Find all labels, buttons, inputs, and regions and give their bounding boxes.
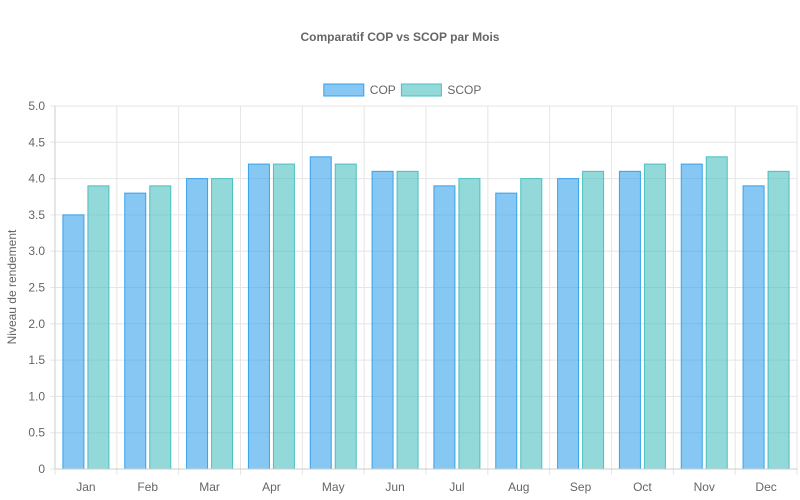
y-tick-label: 2.0 <box>28 317 45 331</box>
bar-scop-nov <box>705 156 728 470</box>
x-tick-label: Apr <box>262 480 281 494</box>
x-tick-label: Sep <box>570 480 592 494</box>
bar-cop-may <box>309 156 332 470</box>
y-tick-label: 1.5 <box>28 353 45 367</box>
y-tick-label: 4.0 <box>28 172 45 186</box>
x-tick-label: Jan <box>76 480 95 494</box>
x-tick-label: Feb <box>137 480 158 494</box>
y-tick-label: 3.0 <box>28 244 45 258</box>
bar-cop-nov <box>680 163 703 470</box>
bar-scop-oct <box>643 163 666 470</box>
axes: 0 0.5 1.0 1.5 2.0 2.5 3.0 3.5 4.0 4.5 5.0 Jan Feb Mar… <box>28 99 797 494</box>
y-tick-label: 4.5 <box>28 135 45 149</box>
legend: COP SCOP <box>323 83 481 97</box>
bar-scop-apr <box>272 163 295 470</box>
y-tick-label: 1.0 <box>28 389 45 403</box>
bar-scop-may <box>334 163 357 470</box>
x-tick-label: Mar <box>199 480 220 494</box>
bar-scop-feb <box>149 185 172 470</box>
bar-cop-oct <box>618 170 641 470</box>
x-tick-label: Jun <box>385 480 404 494</box>
bar-scop-aug <box>520 178 543 470</box>
x-tick-label: Aug <box>508 480 529 494</box>
bar-cop-jul <box>433 185 456 470</box>
legend-label-cop: COP <box>370 83 396 97</box>
bar-scop-jul <box>458 178 481 470</box>
y-tick-label: 5.0 <box>28 99 45 113</box>
y-tick-label: 0 <box>38 462 45 476</box>
bar-cop-aug <box>495 192 518 470</box>
bar-scop-jun <box>396 170 419 470</box>
x-tick-label: Nov <box>694 480 715 494</box>
bar-scop-sep <box>582 170 605 470</box>
bar-cop-apr <box>247 163 270 470</box>
y-axis-title: Niveau de rendement <box>5 229 19 344</box>
bars <box>62 156 790 470</box>
bar-scop-dec <box>767 170 790 470</box>
bar-scop-jan <box>87 185 110 470</box>
bar-cop-feb <box>124 192 147 470</box>
x-tick-label: Dec <box>755 480 776 494</box>
bar-cop-jun <box>371 170 394 470</box>
bar-cop-sep <box>557 178 580 470</box>
legend-label-scop: SCOP <box>447 83 481 97</box>
bar-cop-mar <box>186 178 209 470</box>
x-tick-label: May <box>322 480 345 494</box>
x-tick-label: Oct <box>633 480 652 494</box>
legend-swatch-cop <box>323 83 365 97</box>
bar-cop-jan <box>62 214 85 470</box>
chart-title: Comparatif COP vs SCOP par Mois <box>301 30 500 44</box>
x-tick-label: Jul <box>449 480 464 494</box>
y-tick-label: 3.5 <box>28 208 45 222</box>
y-tick-label: 0.5 <box>28 426 45 440</box>
bar-cop-dec <box>742 185 765 470</box>
bar-scop-mar <box>211 178 234 470</box>
y-tick-label: 2.5 <box>28 281 45 295</box>
legend-swatch-scop <box>400 83 442 97</box>
